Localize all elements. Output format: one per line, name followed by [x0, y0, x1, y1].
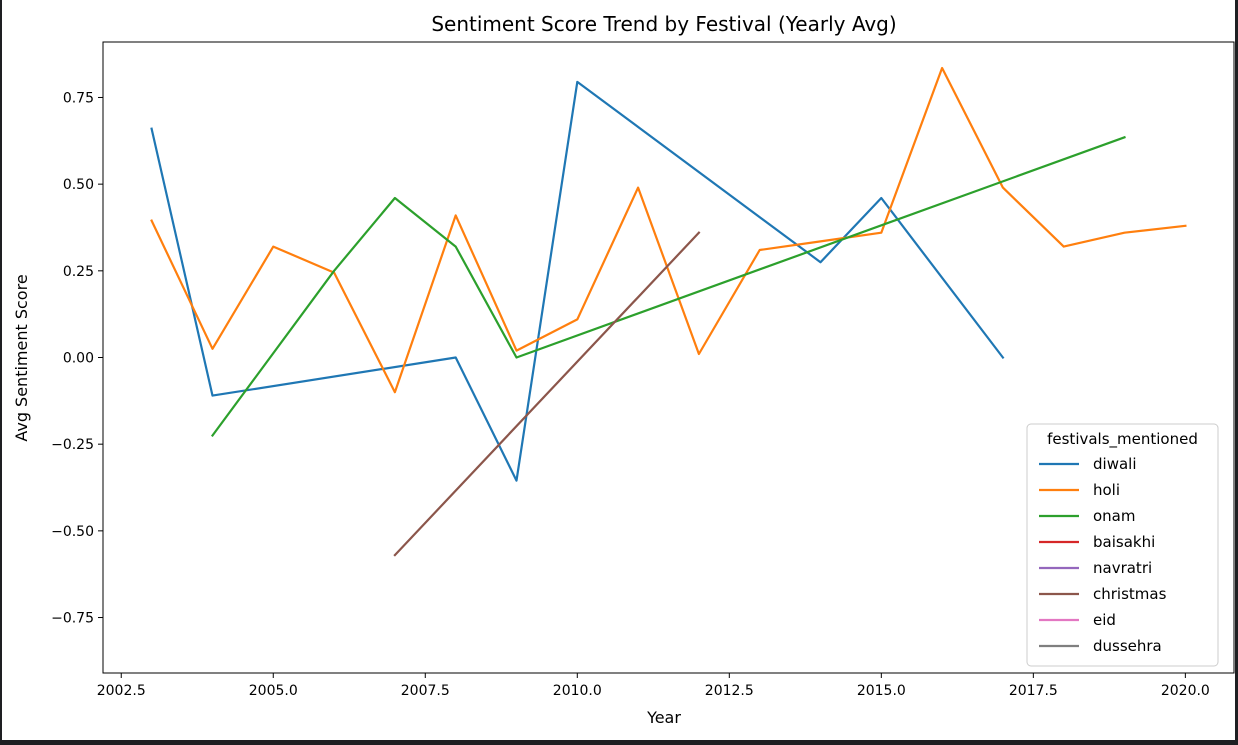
series-line-diwali — [150, 80, 1005, 482]
legend-title: festivals_mentioned — [1047, 430, 1198, 449]
plot-area — [102, 41, 1235, 674]
x-tick-label: 2017.5 — [1009, 683, 1058, 699]
x-axis: 2002.5 2005.0 2007.5 2010.0 2012.5 2015.0 2017… — [97, 673, 1210, 699]
series-line-christmas — [393, 231, 701, 557]
legend-label-diwali: diwali — [1093, 455, 1136, 473]
y-tick-label: 0.25 — [63, 264, 94, 280]
y-tick-label: 0.50 — [63, 177, 94, 193]
y-tick-label: 0.00 — [63, 351, 94, 367]
legend-label-christmas: christmas — [1093, 585, 1167, 603]
y-tick-label: −0.25 — [51, 437, 94, 453]
legend-label-navratri: navratri — [1093, 559, 1152, 577]
series-line-holi — [150, 66, 1187, 394]
legend-label-onam: onam — [1093, 507, 1136, 525]
x-tick-label: 2015.0 — [857, 683, 906, 699]
x-tick-label: 2020.0 — [1161, 683, 1210, 699]
y-tick-label: −0.50 — [51, 524, 94, 540]
series-line-onam — [210, 135, 1126, 438]
legend-label-holi: holi — [1093, 481, 1120, 499]
x-tick-label: 2007.5 — [401, 683, 450, 699]
x-tick-label: 2005.0 — [249, 683, 298, 699]
y-axis-label: Avg Sentiment Score — [12, 274, 31, 441]
x-tick-label: 2002.5 — [97, 683, 146, 699]
chart-title: Sentiment Score Trend by Festival (Yearl… — [431, 12, 896, 36]
x-axis-label: Year — [646, 708, 681, 727]
legend-label-eid: eid — [1093, 611, 1116, 629]
x-tick-label: 2012.5 — [705, 683, 754, 699]
legend-label-baisakhi: baisakhi — [1093, 533, 1155, 551]
legend-label-dussehra: dussehra — [1093, 637, 1162, 655]
x-tick-label: 2010.0 — [553, 683, 602, 699]
legend-box — [1026, 423, 1219, 667]
y-axis: 0.75 0.50 0.25 0.00 −0.25 −0.50 −0.75 — [51, 90, 103, 627]
y-tick-label: −0.75 — [51, 611, 94, 627]
y-tick-label: 0.75 — [63, 90, 94, 106]
